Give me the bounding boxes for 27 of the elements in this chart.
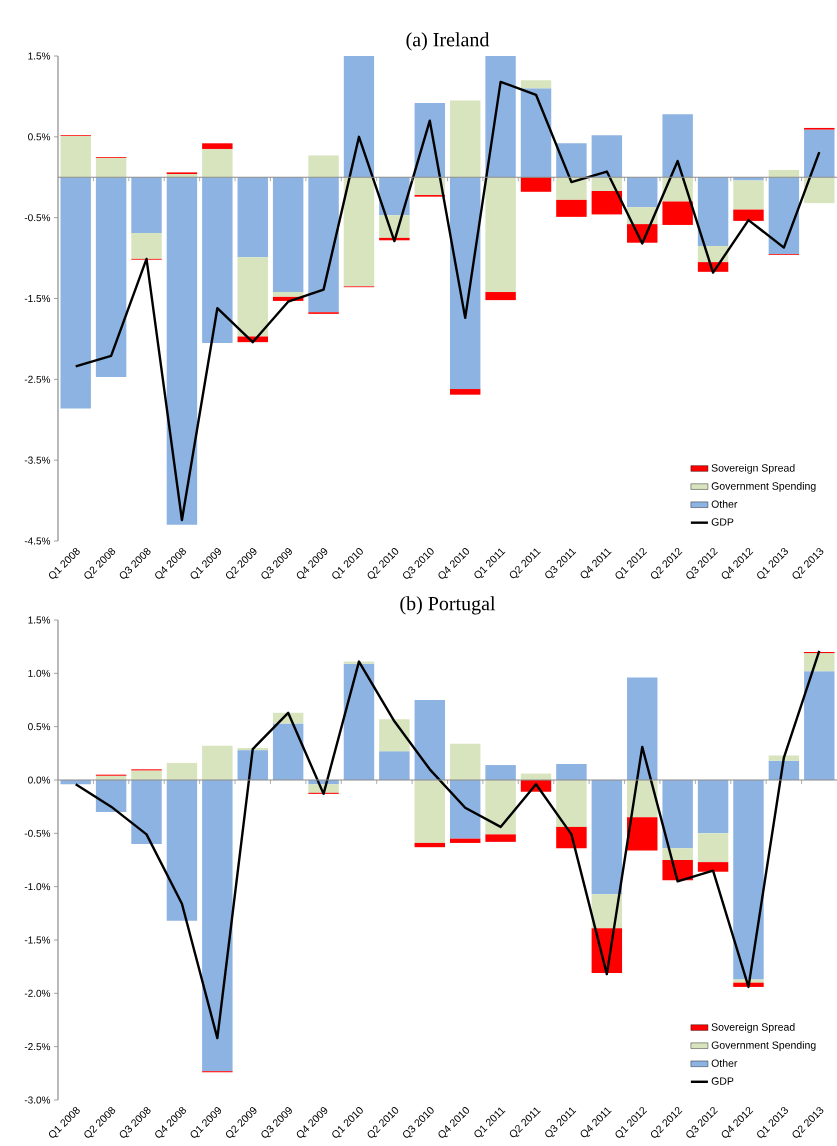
y-tick-label: -1.5% — [24, 936, 51, 944]
chart-title: (b) Portugal — [400, 596, 496, 615]
y-tick-label: 0.5% — [28, 723, 51, 731]
y-tick-label: -2.5% — [24, 375, 51, 383]
y-tick-label: 0.0% — [28, 776, 51, 784]
legend-label: GDP — [711, 1077, 734, 1085]
y-tick-label: -1.5% — [24, 294, 51, 303]
y-tick-label: -3.0% — [24, 1096, 51, 1104]
y-tick-label: -2.5% — [24, 1043, 51, 1051]
legend-label: Other — [711, 500, 738, 508]
y-tick-label: -3.5% — [24, 456, 51, 464]
y-tick-label: 1.5% — [28, 616, 51, 624]
legend-label: Sovereign Spread — [711, 1023, 795, 1033]
chart-title: (a) Ireland — [406, 32, 490, 51]
y-tick-label: -1.0% — [24, 883, 51, 891]
y-tick-label: 0.5% — [28, 133, 51, 141]
y-tick-label: -0.5% — [24, 829, 51, 837]
y-tick-label: -4.5% — [24, 537, 51, 545]
legend-label: Other — [711, 1059, 738, 1067]
legend-label: Government Spending — [711, 1041, 816, 1051]
y-tick-label: -0.5% — [24, 214, 51, 222]
y-tick-label: 1.5% — [28, 52, 51, 60]
legend-label: Sovereign Spread — [711, 463, 795, 474]
y-tick-label: 1.0% — [28, 669, 51, 677]
legend-label: Government Spending — [711, 482, 816, 492]
legend-label: GDP — [711, 518, 734, 526]
y-tick-label: -2.0% — [24, 989, 51, 997]
